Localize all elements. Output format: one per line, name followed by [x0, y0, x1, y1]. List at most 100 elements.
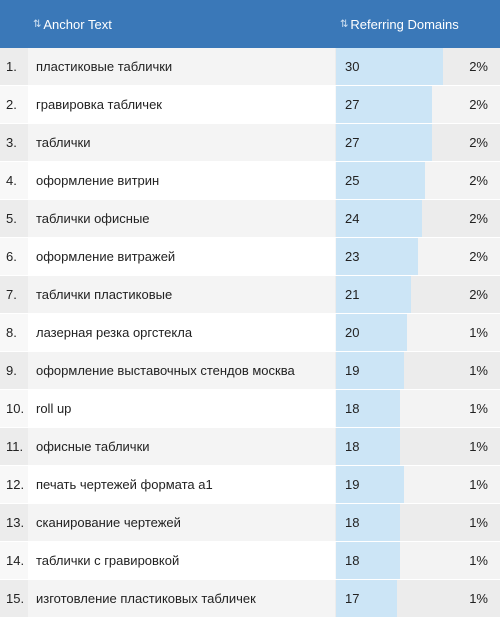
anchor-cell [28, 238, 335, 275]
domains-percent: 1% [469, 515, 488, 530]
anchor-cell [28, 428, 335, 465]
anchor-text: гравировка табличек [36, 97, 162, 112]
row-number: 9. [6, 363, 17, 378]
anchor-text: таблички пластиковые [36, 287, 173, 302]
domains-percent: 1% [469, 553, 488, 568]
table-row: 13. сканирование чертежей 18 1% [0, 504, 500, 542]
table-row: 3. таблички 27 2% [0, 124, 500, 162]
table-body: 1. пластиковые таблички 30 2% 2. гравировка т… [0, 48, 500, 618]
domains-bar [336, 48, 443, 85]
referring-domains-cell: 20 1% [336, 314, 500, 351]
domains-percent: 2% [469, 249, 488, 264]
anchor-cell [28, 86, 335, 123]
row-number: 5. [6, 211, 17, 226]
domains-bar [336, 466, 404, 503]
row-number: 12. [6, 477, 25, 492]
referring-domains-cell: 27 2% [336, 124, 500, 161]
sort-icon[interactable]: ⇅ [340, 18, 348, 30]
anchor-text: оформление выставочных стендов москва [36, 363, 295, 378]
row-number: 10. [6, 401, 25, 416]
table-row: 10. roll up 18 1% [0, 390, 500, 428]
anchor-cell [28, 162, 335, 199]
row-number: 8. [6, 325, 17, 340]
table-row: 11. офисные таблички 18 1% [0, 428, 500, 466]
domains-count: 20 [345, 325, 360, 340]
referring-domains-cell: 18 1% [336, 504, 500, 541]
referring-domains-cell: 21 2% [336, 276, 500, 313]
table-row: 7. таблички пластиковые 21 2% [0, 276, 500, 314]
column-header-domains-label: Referring Domains [350, 16, 459, 32]
anchor-text: изготовление пластиковых табличек [36, 591, 256, 606]
row-number: 15. [6, 591, 25, 606]
row-number: 6. [6, 249, 17, 264]
table-row: 8. лазерная резка оргстекла 20 1% [0, 314, 500, 352]
referring-domains-cell: 18 1% [336, 390, 500, 427]
table-row: 5. таблички офисные 24 2% [0, 200, 500, 238]
domains-count: 25 [345, 173, 360, 188]
table-row: 2. гравировка табличек 27 2% [0, 86, 500, 124]
anchor-text: roll up [36, 401, 72, 416]
row-number: 13. [6, 515, 25, 530]
domains-count: 17 [345, 591, 360, 606]
table-row: 9. оформление выставочных стендов москва 1… [0, 352, 500, 390]
domains-bar [336, 390, 400, 427]
referring-domains-cell: 23 2% [336, 238, 500, 275]
referring-domains-cell: 18 1% [336, 428, 500, 465]
domains-bar [336, 238, 418, 275]
referring-domains-cell: 17 1% [336, 580, 500, 617]
domains-bar [336, 352, 404, 389]
domains-count: 18 [345, 401, 360, 416]
referring-domains-cell: 19 1% [336, 466, 500, 503]
column-header-anchor-label: Anchor Text [43, 16, 112, 32]
domains-count: 18 [345, 553, 360, 568]
table-row: 15. изготовление пластиковых табличек 17 1% [0, 580, 500, 618]
referring-domains-cell: 18 1% [336, 542, 500, 579]
anchor-cell [28, 580, 335, 617]
domains-bar [336, 162, 425, 199]
row-number: 11. [6, 439, 24, 454]
domains-percent: 1% [469, 477, 488, 492]
anchor-cell [28, 276, 335, 313]
row-number: 1. [6, 59, 17, 74]
domains-percent: 2% [469, 287, 488, 302]
anchor-cell [28, 504, 335, 541]
column-header-referring-domains[interactable]: ⇅ Referring Domains [340, 0, 459, 48]
anchor-text: печать чертежей формата а1 [36, 477, 213, 492]
domains-bar [336, 200, 422, 237]
domains-count: 24 [345, 211, 360, 226]
domains-count: 19 [345, 363, 360, 378]
domains-bar [336, 542, 400, 579]
referring-domains-cell: 19 1% [336, 352, 500, 389]
domains-percent: 1% [469, 591, 488, 606]
domains-bar [336, 504, 400, 541]
anchor-cell [28, 542, 335, 579]
domains-percent: 2% [469, 173, 488, 188]
domains-count: 30 [345, 59, 360, 74]
row-number: 7. [6, 287, 17, 302]
anchor-cell [28, 314, 335, 351]
anchor-cell [28, 466, 335, 503]
domains-percent: 2% [469, 59, 488, 74]
referring-domains-cell: 30 2% [336, 48, 500, 85]
column-header-anchor-text[interactable]: ⇅ Anchor Text [33, 0, 112, 48]
table-row: 12. печать чертежей формата а1 19 1% [0, 466, 500, 504]
domains-bar [336, 276, 411, 313]
anchor-cell [28, 390, 335, 427]
domains-percent: 1% [469, 325, 488, 340]
referring-domains-cell: 25 2% [336, 162, 500, 199]
anchor-cell [28, 200, 335, 237]
anchor-cell [28, 352, 335, 389]
anchor-text: лазерная резка оргстекла [36, 325, 193, 340]
domains-bar [336, 314, 407, 351]
row-number: 14. [6, 553, 25, 568]
domains-count: 27 [345, 135, 360, 150]
row-number: 4. [6, 173, 17, 188]
domains-count: 18 [345, 439, 360, 454]
domains-percent: 1% [469, 401, 488, 416]
referring-domains-cell: 24 2% [336, 200, 500, 237]
domains-percent: 2% [469, 135, 488, 150]
sort-icon[interactable]: ⇅ [33, 18, 41, 30]
domains-percent: 1% [469, 439, 488, 454]
anchor-text: пластиковые таблички [36, 59, 173, 74]
